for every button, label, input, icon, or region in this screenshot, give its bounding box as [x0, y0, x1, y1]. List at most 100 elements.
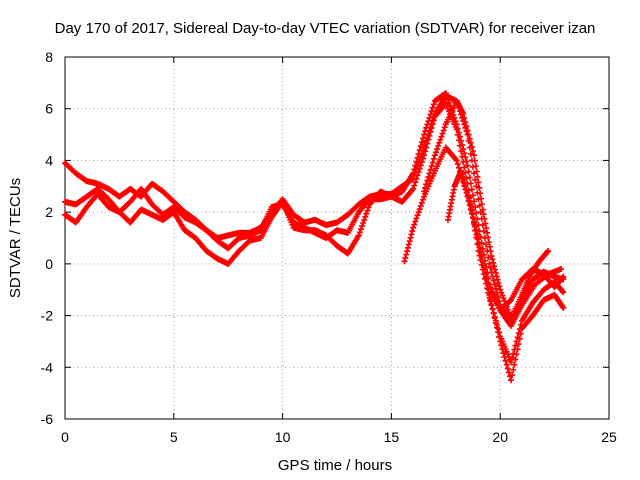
data-point: [411, 166, 418, 173]
data-point: [495, 329, 502, 336]
data-point: [493, 273, 500, 280]
data-point: [423, 144, 430, 151]
data-point: [412, 179, 419, 186]
data-point: [476, 184, 483, 191]
data-point: [458, 148, 465, 155]
data-point: [473, 231, 480, 238]
data-point: [497, 338, 504, 345]
data-point: [456, 142, 463, 149]
x-tick-label: 25: [601, 429, 617, 445]
data-point: [402, 254, 409, 261]
data-point: [476, 244, 483, 251]
chart-title: Day 170 of 2017, Sidereal Day-to-day VTE…: [55, 20, 596, 37]
data-point: [364, 207, 371, 214]
data-point: [412, 218, 419, 225]
data-point: [484, 275, 491, 282]
data-point: [446, 99, 453, 106]
data-point: [509, 372, 516, 379]
data-point: [441, 124, 448, 131]
data-point: [365, 204, 372, 211]
data-point: [424, 140, 431, 147]
data-point: [467, 139, 474, 146]
y-tick-label: 4: [45, 152, 53, 168]
data-point: [502, 300, 509, 307]
data-point: [479, 257, 486, 264]
data-point: [472, 227, 479, 234]
data-point: [411, 182, 418, 189]
data-point: [514, 346, 521, 353]
data-point: [544, 248, 551, 255]
data-point: [465, 131, 472, 138]
y-tick-label: 2: [45, 204, 53, 220]
data-point: [408, 231, 415, 238]
data-point: [491, 281, 498, 288]
data-point: [489, 256, 496, 263]
data-point: [355, 232, 362, 239]
data-point: [361, 216, 368, 223]
data-point: [478, 195, 485, 202]
data-point: [485, 279, 492, 286]
data-point: [413, 215, 420, 222]
data-point: [505, 309, 512, 316]
data-point: [444, 96, 451, 103]
data-point: [438, 133, 445, 140]
y-axis-label: SDTVAR / TECUs: [7, 178, 24, 298]
data-point: [492, 319, 499, 326]
data-point: [496, 283, 503, 290]
data-point: [465, 195, 472, 202]
data-point: [503, 361, 510, 368]
data-point: [469, 211, 476, 218]
data-point: [485, 234, 492, 241]
data-point: [415, 169, 422, 176]
data-point: [421, 152, 428, 159]
data-point: [419, 155, 426, 162]
y-tick-label: 6: [45, 101, 53, 117]
data-point: [464, 189, 471, 196]
data-point: [486, 243, 493, 250]
data-point: [422, 128, 429, 135]
data-point: [512, 356, 519, 363]
data-point: [433, 149, 440, 156]
data-point: [517, 330, 524, 337]
data-point: [500, 350, 507, 357]
data-point: [414, 154, 421, 161]
data-point: [410, 170, 417, 177]
data-point: [468, 207, 475, 214]
y-tick-label: 8: [45, 49, 53, 65]
data-point: [418, 199, 425, 206]
data-point: [427, 111, 434, 118]
data-point: [515, 341, 522, 348]
data-point: [491, 315, 498, 322]
data-point: [429, 121, 436, 128]
data-point: [495, 279, 502, 286]
data-point: [501, 298, 508, 305]
data-point: [405, 241, 412, 248]
data-point: [477, 248, 484, 255]
data-point: [480, 211, 487, 218]
data-point: [442, 90, 449, 97]
y-tick-label: -6: [41, 411, 54, 427]
data-point: [427, 166, 434, 173]
data-point: [560, 289, 567, 296]
data-point: [424, 121, 431, 128]
data-point: [463, 186, 470, 193]
data-point: [460, 158, 467, 165]
data-point: [434, 146, 441, 153]
data-point: [473, 168, 480, 175]
data-point: [424, 177, 431, 184]
data-point: [503, 303, 510, 310]
data-point: [360, 220, 367, 227]
data-point: [489, 305, 496, 312]
data-point: [429, 104, 436, 111]
data-point: [491, 263, 498, 270]
data-point: [499, 292, 506, 299]
data-point: [357, 226, 364, 233]
data-point: [422, 184, 429, 191]
data-point: [509, 354, 516, 361]
data-point: [423, 181, 430, 188]
data-point: [485, 239, 492, 246]
data-point: [488, 253, 495, 260]
data-point: [461, 115, 468, 122]
data-point: [468, 186, 475, 193]
data-point: [359, 223, 366, 230]
